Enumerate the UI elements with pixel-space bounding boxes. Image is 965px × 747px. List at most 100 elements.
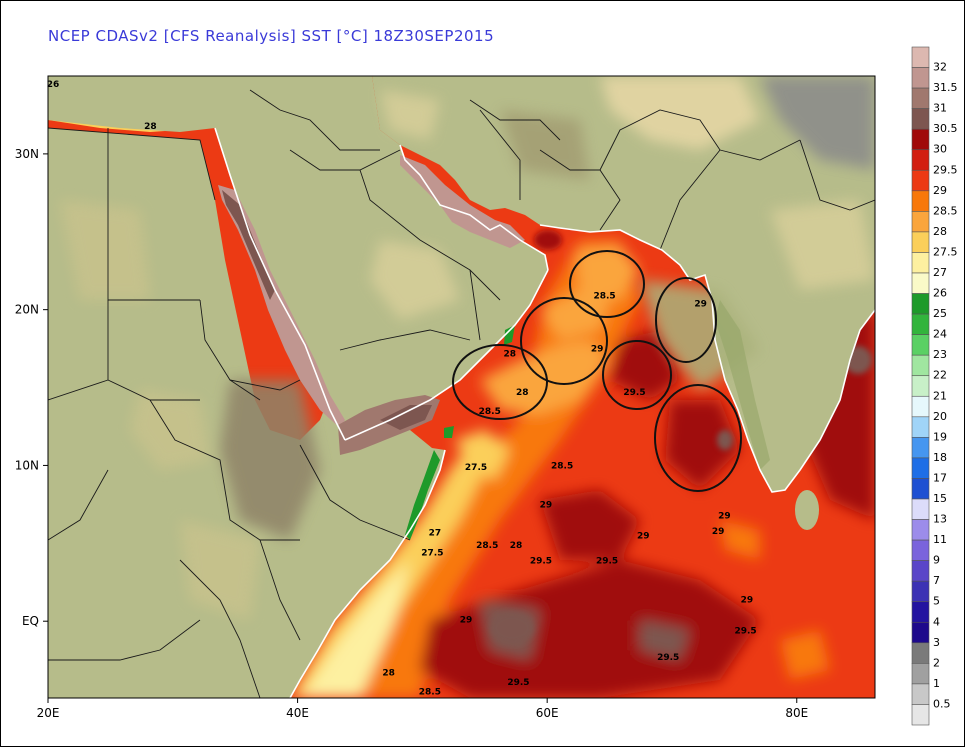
- legend-swatch: [911, 108, 930, 130]
- legend-label: 7: [933, 574, 940, 587]
- contour-value-label: 27.5: [421, 549, 443, 559]
- legend-swatch: [911, 642, 930, 664]
- legend-label: 31.5: [933, 81, 958, 94]
- contour-value-label: 29.5: [530, 556, 552, 566]
- lat-tick-label: 30N: [15, 147, 39, 161]
- land-africa-arabia: [48, 76, 548, 698]
- contour-value-label: 27.5: [465, 463, 487, 473]
- contour-value-label: 28: [144, 122, 157, 132]
- lat-tick-label: 20N: [15, 303, 39, 317]
- legend-swatch: [911, 601, 930, 623]
- legend-swatch: [911, 128, 930, 151]
- legend-label: 9: [933, 554, 940, 567]
- somali-coastal-upwelling: [405, 450, 440, 540]
- legend-swatch: [911, 211, 930, 233]
- legend-label: 27.5: [933, 245, 958, 258]
- contour-value-label: 29.5: [657, 653, 679, 663]
- legend-swatch: [911, 395, 930, 418]
- legend-swatch: [911, 169, 930, 192]
- contour-value-label: 27: [429, 528, 442, 538]
- contour-labels: 26 28 28.5 29 28 29 28 29.5 28.5 27.5 28.5 29 29 27 29…: [47, 80, 757, 698]
- latitude-axis: 30N 20N 10N EQ: [15, 147, 48, 628]
- legend-label: 1: [933, 677, 940, 690]
- socotra-cool-patch: [444, 426, 454, 438]
- legend-swatch: [911, 416, 930, 438]
- contour-value-label: 29: [460, 616, 473, 626]
- legend-label: 29.5: [933, 163, 958, 176]
- contour-value-label: 29.5: [596, 556, 618, 566]
- red-sea-warm-core: [222, 190, 275, 300]
- country-borders: [48, 89, 875, 698]
- contour-value-label: 29.5: [507, 678, 529, 688]
- persian-gulf: [400, 155, 525, 248]
- contour-value-label: 29: [540, 500, 553, 510]
- contour-value-label: 28: [382, 669, 395, 679]
- legend-label: 0.5: [933, 697, 951, 710]
- annotation-circle-5: [602, 340, 672, 410]
- contour-value-label: 28.5: [593, 292, 615, 302]
- legend-swatch: [911, 252, 930, 274]
- longitude-axis: 20E 40E 60E 80E: [37, 698, 808, 720]
- legend-label: 2: [933, 656, 940, 669]
- legend-label: 19: [933, 430, 947, 443]
- legend-swatch: [911, 560, 930, 582]
- contour-value-label: 29: [637, 532, 650, 542]
- coastlines: [214, 127, 875, 698]
- legend-label: 32: [933, 61, 947, 74]
- contour-value-label: 29: [718, 511, 731, 521]
- legend-swatch: [911, 539, 930, 561]
- legend-swatch: [911, 354, 930, 377]
- legend-label: 20: [933, 410, 947, 423]
- contour-value-label: 29.5: [734, 627, 756, 637]
- legend-swatch: [911, 580, 930, 603]
- legend-swatch: [911, 663, 930, 685]
- contour-value-label: 28: [503, 349, 516, 359]
- legend-label: 18: [933, 451, 947, 464]
- legend-label: 24: [933, 328, 947, 341]
- land-sri-lanka: [795, 490, 819, 530]
- legend-swatch: [911, 46, 930, 68]
- oman-coast-cool-patch: [504, 325, 515, 345]
- legend-swatch: [911, 478, 930, 500]
- legend-label: 3: [933, 636, 940, 649]
- legend-label: 5: [933, 595, 940, 608]
- legend-swatch: [911, 457, 930, 479]
- legend-label: 30.5: [933, 122, 958, 135]
- legend-label: 29: [933, 184, 947, 197]
- legend-label: 15: [933, 492, 947, 505]
- legend-label: 23: [933, 348, 947, 361]
- legend-swatch: [911, 437, 930, 459]
- contour-value-label: 28: [516, 388, 529, 398]
- legend-swatch: [911, 231, 930, 253]
- legend-label: 28.5: [933, 204, 958, 217]
- gulf-of-aden-core: [380, 405, 432, 430]
- legend-label: 17: [933, 471, 947, 484]
- lat-tick-label: EQ: [22, 614, 39, 628]
- contour-value-label: 29: [712, 527, 725, 537]
- legend-label: 13: [933, 513, 947, 526]
- contour-value-label: 29: [591, 345, 604, 355]
- legend-swatch: [911, 87, 930, 109]
- lat-tick-label: 10N: [15, 458, 39, 472]
- annotation-circle-2: [655, 277, 717, 363]
- contour-value-label: 28: [510, 541, 523, 551]
- lon-tick-label: 40E: [286, 706, 309, 720]
- legend-swatch: [911, 621, 930, 644]
- annotation-circle-3: [520, 297, 608, 385]
- legend-label: 11: [933, 533, 947, 546]
- lon-tick-label: 60E: [536, 706, 559, 720]
- legend-swatch: [911, 334, 930, 356]
- annotation-circle-1: [569, 250, 645, 318]
- map-title: NCEP CDASv2 [CFS Reanalysis] SST [°C] 18…: [48, 27, 495, 45]
- legend-swatch: [911, 149, 930, 171]
- legend-swatch: [911, 293, 930, 315]
- legend-label: 22: [933, 369, 947, 382]
- contour-value-label: 28.5: [479, 407, 501, 417]
- lon-tick-label: 80E: [785, 706, 808, 720]
- legend-label: 21: [933, 389, 947, 402]
- legend-swatch: [911, 272, 930, 294]
- legend-swatch: [911, 704, 930, 726]
- annotation-circles: [452, 250, 742, 492]
- legend-swatch: [911, 67, 930, 89]
